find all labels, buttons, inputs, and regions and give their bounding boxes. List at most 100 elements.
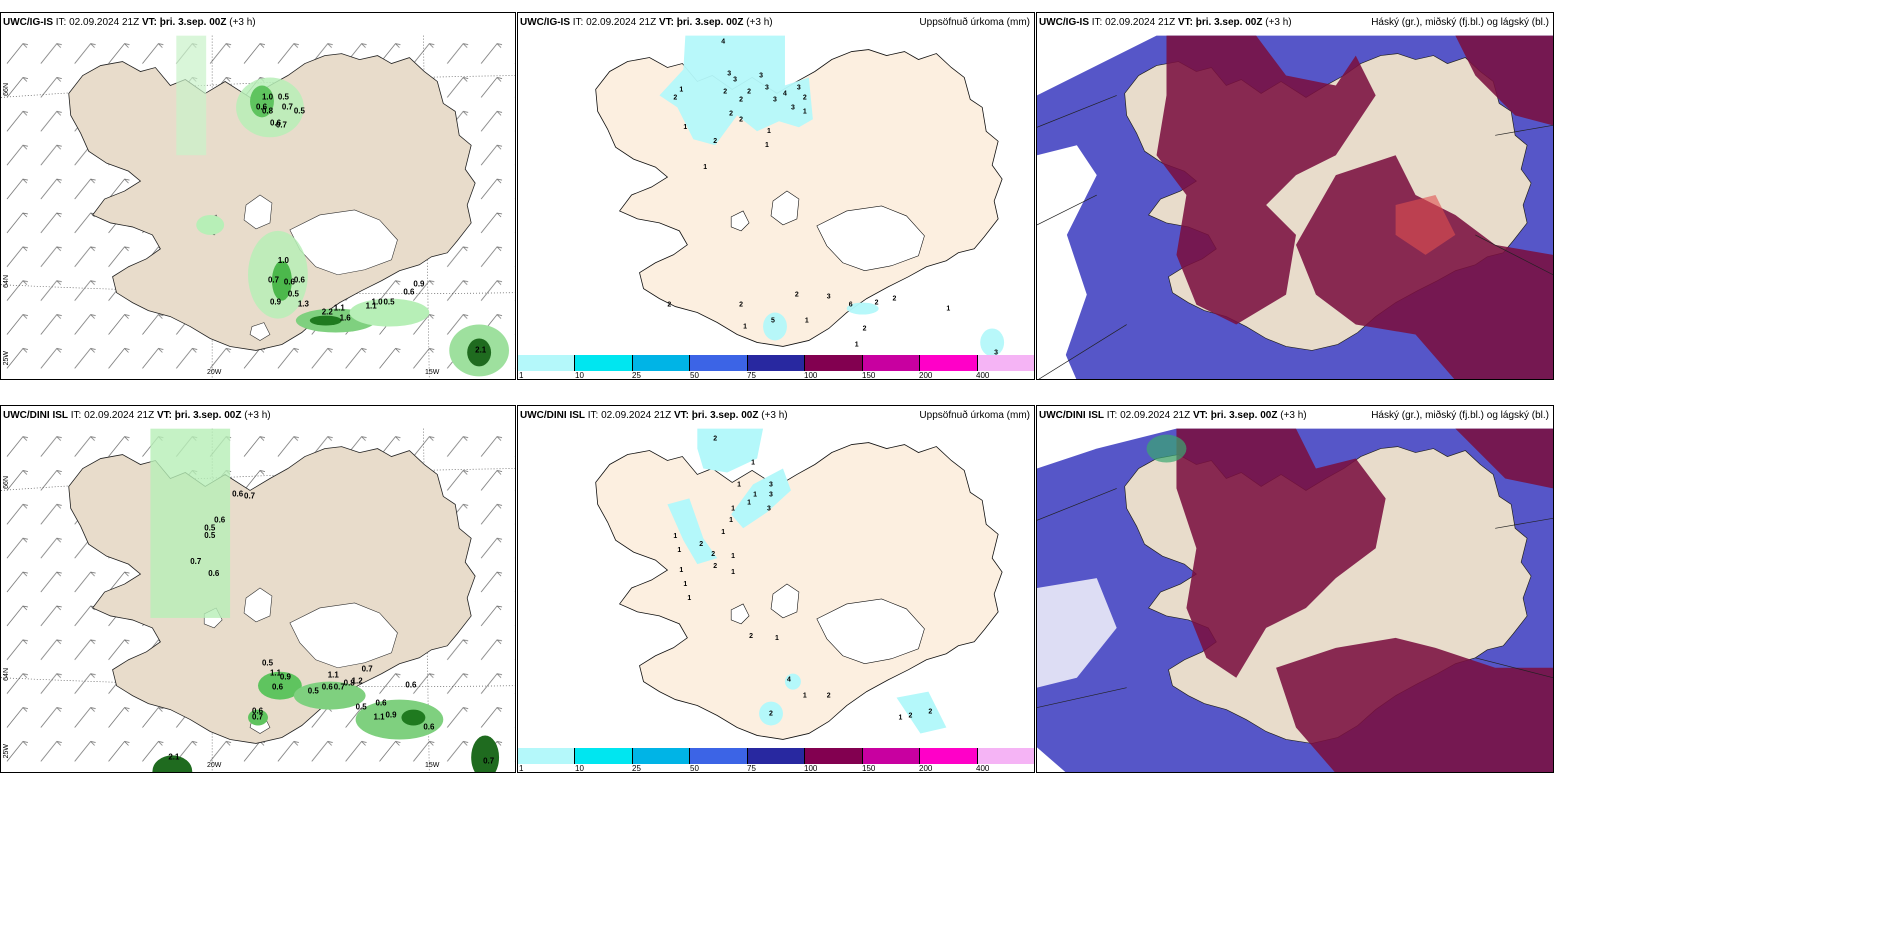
svg-text:2: 2 <box>739 116 743 123</box>
colorbar-tick: 50 <box>690 371 699 380</box>
svg-text:2: 2 <box>673 94 677 101</box>
it-value: 02.09.2024 21Z <box>1105 17 1176 28</box>
svg-text:1: 1 <box>731 505 735 512</box>
panel-header: UWC/IG-IS IT: 02.09.2024 21Z VT: þri. 3.… <box>3 17 256 28</box>
svg-text:1: 1 <box>731 553 735 560</box>
lat-label-64n: 64N <box>3 668 10 681</box>
wind-value: 0.5 <box>308 687 320 696</box>
colorbar-tick: 150 <box>862 371 876 380</box>
wind-value: 0.7 <box>252 713 264 722</box>
svg-text:1: 1 <box>747 499 751 506</box>
wind-value: 0.7 <box>190 557 202 566</box>
svg-text:2: 2 <box>803 94 807 101</box>
model-name: UWC/IG-IS <box>1039 17 1089 28</box>
wind-value: 0.6 <box>376 699 388 708</box>
it-value: 02.09.2024 21Z <box>1120 410 1191 421</box>
colorbar-tick: 50 <box>690 764 699 773</box>
wind-value: 0.5 <box>356 703 368 712</box>
lon-label-20w: 20W <box>207 762 222 769</box>
colorbar-bin <box>805 355 863 371</box>
svg-text:3: 3 <box>773 96 777 103</box>
svg-text:2: 2 <box>795 292 799 299</box>
lat-label-64n: 64N <box>3 275 10 288</box>
svg-text:2: 2 <box>739 96 743 103</box>
svg-text:1: 1 <box>803 693 807 700</box>
colorbar-tick: 150 <box>862 764 876 773</box>
vt-label: VT: <box>141 17 157 28</box>
wind-value: 1.3 <box>298 300 310 309</box>
svg-text:2: 2 <box>908 713 912 720</box>
it-label: IT: <box>70 410 82 421</box>
svg-text:1: 1 <box>751 459 755 466</box>
colorbar-bin <box>690 748 748 764</box>
wind-value: 0.5 <box>288 290 300 299</box>
svg-text:1: 1 <box>683 581 687 588</box>
lead-time: (+3 h) <box>1265 17 1292 28</box>
svg-text:1: 1 <box>703 164 707 171</box>
wind-value: 0.6 <box>214 515 226 524</box>
lead-time: (+3 h) <box>229 17 256 28</box>
panel-header: UWC/DINI ISL IT: 02.09.2024 21Z VT: þri.… <box>1039 410 1307 421</box>
precip-map: 2 1 1 3 3 3 1 1 1 1 1 2 2 1 1 1 1 1 1 1 … <box>595 428 1003 740</box>
svg-text:1: 1 <box>721 529 725 536</box>
wind-value: 2.1 <box>168 752 180 761</box>
svg-text:5: 5 <box>771 318 775 325</box>
colorbar-bin <box>632 355 691 371</box>
svg-text:1: 1 <box>677 547 681 554</box>
svg-text:1: 1 <box>805 318 809 325</box>
svg-text:1: 1 <box>855 341 859 348</box>
svg-text:2: 2 <box>875 300 879 307</box>
colorbar-tick: 75 <box>747 371 756 380</box>
wind-value: 0.9 <box>270 298 282 307</box>
wind-value: 0.7 <box>334 683 346 692</box>
wind-value: 0.6 <box>403 288 415 297</box>
svg-text:2: 2 <box>769 711 773 718</box>
lead-time: (+3 h) <box>1280 410 1307 421</box>
panel-header: UWC/IG-IS IT: 02.09.2024 21Z VT: þri. 3.… <box>520 17 773 28</box>
lead-time: (+3 h) <box>761 410 788 421</box>
wind-value: 0.6 <box>294 276 306 285</box>
wind-value: 0.5 <box>278 92 290 101</box>
svg-text:2: 2 <box>749 633 753 640</box>
wind-value: 0.9 <box>413 280 425 289</box>
precip-title: Uppsöfnuð úrkoma (mm) <box>919 410 1030 421</box>
wind-value: 0.5 <box>294 106 306 115</box>
lon-label-20w: 20W <box>207 369 222 376</box>
svg-text:2: 2 <box>827 693 831 700</box>
wind-value: 0.9 <box>386 711 398 720</box>
cloud-title: Háský (gr.), miðský (fj.bl.) og lágský (… <box>1371 410 1549 421</box>
lon-label-25w: 25W <box>3 744 10 759</box>
wind-value: 1.6 <box>340 314 352 323</box>
wind-value: 1.0 <box>372 298 384 307</box>
colorbar-bin <box>862 355 921 371</box>
colorbar-bin <box>977 355 1034 371</box>
wind-value: 0.6 <box>272 683 284 692</box>
wind-value: 2.2 <box>322 308 334 317</box>
lead-time: (+3 h) <box>746 17 773 28</box>
wind-value: 1.2 <box>352 677 364 686</box>
colorbar-tick: 200 <box>919 764 933 773</box>
it-value: 02.09.2024 21Z <box>586 17 657 28</box>
panel-header: UWC/DINI ISL IT: 02.09.2024 21Z VT: þri.… <box>520 410 788 421</box>
model-name: UWC/DINI ISL <box>1039 410 1104 421</box>
svg-text:3: 3 <box>797 84 801 91</box>
colorbar-bin <box>862 748 921 764</box>
it-label: IT: <box>1106 410 1118 421</box>
colorbar-bin <box>920 355 978 371</box>
svg-text:2: 2 <box>699 541 703 548</box>
cloud-panel-row2: UWC/DINI ISL IT: 02.09.2024 21Z VT: þri.… <box>1036 405 1554 773</box>
svg-text:1: 1 <box>765 142 769 149</box>
vt-value: þri. 3.sep. 00Z <box>1195 17 1263 28</box>
svg-text:3: 3 <box>994 349 998 356</box>
wind-map: 1.0 0.5 0.6 0.7 0.5 0.6 0.8 0.7 1.0 0.7 … <box>1 35 515 379</box>
wind-value: 0.6 <box>423 723 435 732</box>
precip-colorbar <box>518 748 1034 764</box>
svg-text:2: 2 <box>747 88 751 95</box>
svg-text:1: 1 <box>729 517 733 524</box>
wind-value: 1.1 <box>270 669 282 678</box>
lon-label-15w: 15W <box>425 369 440 376</box>
svg-text:4: 4 <box>783 90 787 97</box>
svg-text:1: 1 <box>899 714 903 721</box>
wind-value: 0.6 <box>252 707 264 716</box>
colorbar-tick: 25 <box>632 764 641 773</box>
